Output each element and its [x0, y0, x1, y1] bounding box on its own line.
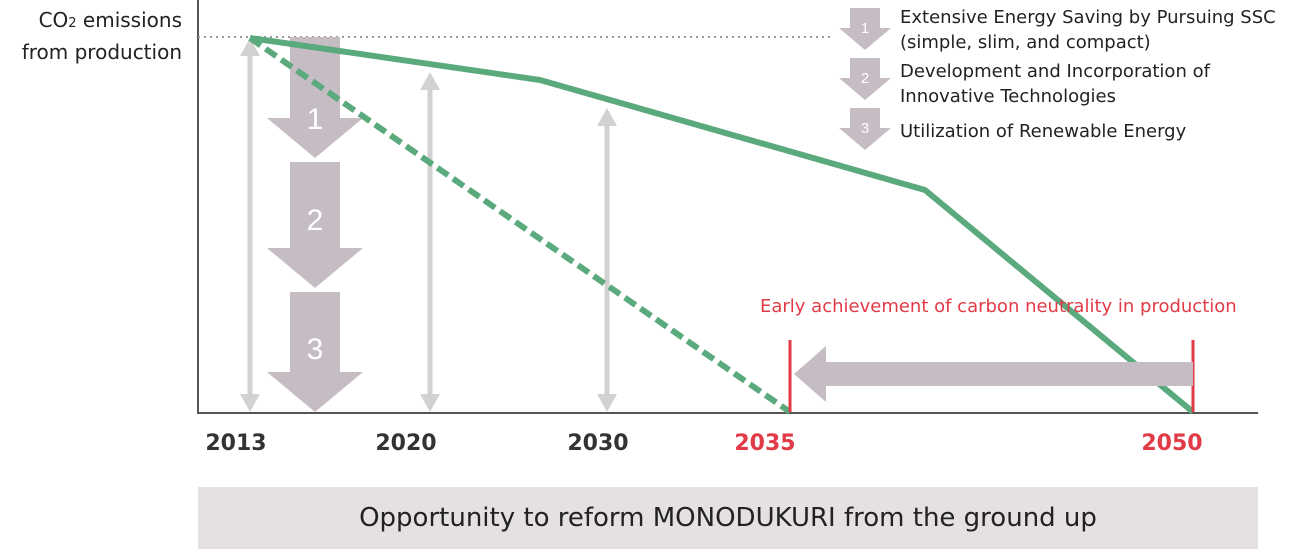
legend-item-1-line2: (simple, slim, and compact) — [900, 32, 1151, 53]
accelerated-plan-dashed-line — [248, 35, 792, 415]
legend-arrow-3-number: 3 — [861, 120, 869, 137]
y-axis-label-subscript: 2 — [68, 16, 77, 31]
legend-item-2-line1: Development and Incorporation of — [900, 61, 1210, 82]
legend-item-3: Utilization of Renewable Energy — [900, 119, 1186, 144]
vertical-arrow-2013 — [240, 38, 260, 412]
y-axis-label-suffix: emissions — [76, 8, 182, 32]
legend-arrow-1: 1 — [839, 8, 891, 50]
legend-item-1: Extensive Energy Saving by Pursuing SSC … — [900, 5, 1276, 55]
bottom-banner: Opportunity to reform MONODUKURI from th… — [198, 487, 1258, 549]
legend-item-3-line1: Utilization of Renewable Energy — [900, 121, 1187, 142]
x-tick-2020: 2020 — [375, 431, 437, 456]
early-achievement-arrow — [794, 346, 1193, 402]
x-tick-2013: 2013 — [205, 431, 267, 456]
vertical-arrow-2030 — [597, 108, 617, 412]
y-axis-label: CO2 emissions from production — [6, 6, 182, 67]
vertical-arrow-2020 — [420, 72, 440, 412]
legend-arrow-3: 3 — [839, 108, 891, 150]
early-achievement-label: Early achievement of carbon neutrality i… — [760, 296, 1237, 317]
y-axis-label-prefix: CO — [38, 8, 69, 32]
step-arrow-3: 3 — [267, 292, 363, 412]
x-tick-2030: 2030 — [567, 431, 629, 456]
step-arrow-3-number: 3 — [307, 333, 324, 366]
step-arrow-1-number: 1 — [307, 103, 324, 136]
legend-arrow-2: 2 — [839, 58, 891, 100]
legend-item-2-line2: Innovative Technologies — [900, 86, 1116, 107]
legend-item-2: Development and Incorporation of Innovat… — [900, 59, 1210, 109]
step-arrow-2-number: 2 — [307, 204, 324, 237]
x-tick-2050: 2050 — [1141, 431, 1203, 456]
banner-text: Opportunity to reform MONODUKURI from th… — [359, 503, 1097, 533]
legend-arrow-1-number: 1 — [861, 20, 869, 37]
step-arrow-2: 2 — [267, 162, 363, 288]
y-axis-label-line1: CO2 emissions — [6, 6, 182, 38]
legend-arrow-2-number: 2 — [861, 70, 869, 87]
x-tick-2035: 2035 — [734, 431, 796, 456]
y-axis-label-line2: from production — [21, 40, 182, 64]
current-plan-line — [249, 35, 1195, 415]
legend-item-1-line1: Extensive Energy Saving by Pursuing SSC — [900, 7, 1276, 28]
